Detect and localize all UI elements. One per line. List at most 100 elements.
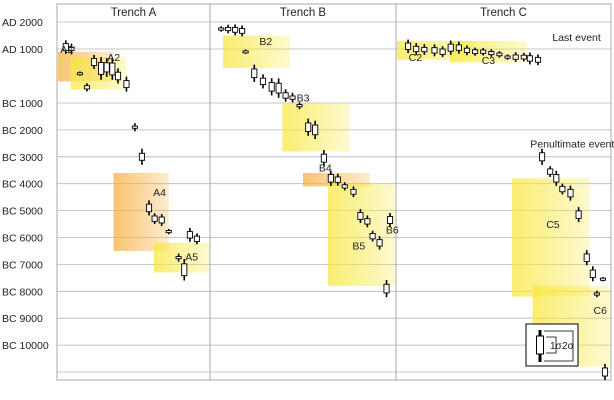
sample-range <box>296 102 303 110</box>
y-tick-label: BC 5000 <box>2 206 43 218</box>
sample-range <box>589 266 596 282</box>
sample-range <box>376 236 383 250</box>
sample-1sigma <box>376 239 383 247</box>
sample-1sigma <box>186 231 193 239</box>
sample-1sigma <box>526 55 533 62</box>
sample-range <box>193 233 201 245</box>
legend-2sigma-bracket <box>544 330 574 362</box>
sample-range <box>488 49 495 57</box>
sample-range <box>526 52 533 65</box>
unit-label: B4 <box>319 163 332 175</box>
unit-shade <box>113 172 169 251</box>
legend-1sigma-label: 1σ <box>550 341 563 352</box>
sample-range <box>282 89 289 102</box>
sample-1sigma <box>383 283 390 294</box>
sample-1sigma <box>369 233 376 240</box>
sample-1sigma <box>593 292 600 296</box>
y-tick-label: BC 8000 <box>2 286 43 298</box>
sample-1sigma <box>364 218 371 225</box>
sample-1sigma <box>275 82 282 94</box>
sample-1sigma <box>488 50 495 56</box>
y-tick-label: BC 3000 <box>2 152 43 164</box>
unit-shade <box>223 35 290 68</box>
sample-range <box>181 259 188 281</box>
sample-range <box>175 253 182 262</box>
sample-1sigma <box>138 152 146 161</box>
sample-1sigma <box>165 230 172 234</box>
sample-1sigma <box>341 184 348 189</box>
sample-range <box>327 170 334 186</box>
sample-range <box>268 78 275 96</box>
sample-range <box>559 183 566 195</box>
sample-1sigma <box>175 256 182 260</box>
sample-1sigma <box>334 176 341 183</box>
sample-1sigma <box>439 48 446 55</box>
sample-range <box>599 277 607 282</box>
sample-1sigma <box>259 77 267 86</box>
sample-1sigma <box>90 58 98 66</box>
sample-1sigma <box>512 54 519 60</box>
sample-1sigma <box>431 47 438 54</box>
sample-1sigma <box>251 68 258 79</box>
legend-1sigma-bracket <box>546 336 557 354</box>
y-tick-label: BC 10000 <box>2 340 49 352</box>
sample-1sigma <box>559 185 566 193</box>
sample-1sigma <box>553 174 560 183</box>
sample-range <box>383 280 390 298</box>
sample-range <box>131 123 138 132</box>
sample-1sigma <box>114 71 122 81</box>
sample-range <box>431 44 438 57</box>
panel-title: Trench B <box>280 7 327 19</box>
sample-range <box>447 40 454 55</box>
sample-range <box>251 64 258 82</box>
sample-range <box>369 230 376 242</box>
sample-range <box>547 166 554 177</box>
sample-range <box>350 186 357 198</box>
y-tick-label: BC 6000 <box>2 233 43 245</box>
sample-range <box>90 54 98 69</box>
sample-range <box>413 43 420 55</box>
unit-label: B5 <box>352 241 365 253</box>
unit-label: A2' <box>60 44 75 56</box>
sample-range <box>275 78 282 98</box>
sample-1sigma <box>539 152 546 162</box>
sample-range <box>480 47 487 56</box>
sample-1sigma <box>181 263 188 277</box>
sample-range <box>239 25 246 37</box>
unit-label: C6 <box>594 305 608 317</box>
sample-1sigma <box>350 188 357 195</box>
legend-2sigma-label: 2σ <box>562 341 575 352</box>
sample-range <box>593 290 600 298</box>
sample-range <box>145 200 153 216</box>
sample-1sigma <box>289 95 296 100</box>
sample-range <box>364 215 371 228</box>
sample-1sigma <box>472 49 479 55</box>
sample-1sigma <box>601 367 609 377</box>
sample-range <box>186 227 193 242</box>
unit-label: Last event <box>552 32 601 44</box>
unit-label: Penultimate event <box>530 138 614 150</box>
sample-1sigma <box>123 80 130 89</box>
sample-range <box>504 54 511 60</box>
sample-range <box>553 170 560 186</box>
sample-1sigma <box>480 49 487 54</box>
sample-range <box>68 43 75 55</box>
sample-1sigma <box>296 104 303 108</box>
sample-range <box>583 250 590 266</box>
samples <box>62 24 609 381</box>
sample-1sigma <box>232 26 239 33</box>
sample-range <box>83 83 91 92</box>
sample-range <box>334 173 341 186</box>
sample-range <box>165 228 172 235</box>
sample-range <box>123 76 130 92</box>
sample-range <box>259 74 267 89</box>
sample-range <box>289 92 296 103</box>
unit-label: C5 <box>546 219 560 231</box>
sample-1sigma <box>76 72 83 76</box>
sample-range <box>341 182 348 191</box>
y-tick-label: BC 9000 <box>2 313 43 325</box>
sample-range <box>405 39 412 54</box>
y-tick-label: BC 2000 <box>2 125 43 137</box>
sample-1sigma <box>496 52 503 57</box>
unit-shade <box>328 183 395 286</box>
